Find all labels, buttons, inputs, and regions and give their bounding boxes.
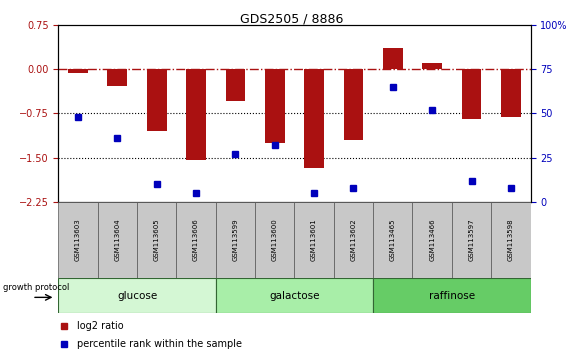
Bar [373, 278, 531, 313]
Text: GSM113603: GSM113603 [75, 218, 81, 261]
Bar [255, 202, 294, 278]
Text: log2 ratio: log2 ratio [77, 320, 124, 331]
Text: GSM113605: GSM113605 [154, 218, 160, 261]
Bar [294, 202, 333, 278]
Text: glucose: glucose [117, 291, 157, 301]
Text: GDS2505 / 8886: GDS2505 / 8886 [240, 12, 343, 25]
Bar [333, 202, 373, 278]
Bar [176, 202, 216, 278]
Bar [107, 69, 127, 86]
Bar [147, 69, 167, 131]
Text: GSM113600: GSM113600 [272, 218, 278, 261]
Bar [373, 202, 412, 278]
Bar [422, 63, 442, 69]
Bar [462, 69, 482, 119]
Bar [186, 69, 206, 160]
Bar [343, 69, 363, 140]
Text: GSM113606: GSM113606 [193, 218, 199, 261]
Text: GSM113466: GSM113466 [429, 218, 435, 261]
Bar [216, 278, 373, 313]
Bar [137, 202, 176, 278]
Bar [412, 202, 452, 278]
Bar [68, 69, 88, 73]
Text: GSM113598: GSM113598 [508, 218, 514, 261]
Bar [491, 202, 531, 278]
Text: growth protocol: growth protocol [3, 283, 69, 292]
Bar [216, 202, 255, 278]
Text: GSM113465: GSM113465 [390, 218, 396, 261]
Text: galactose: galactose [269, 291, 319, 301]
Bar [58, 278, 216, 313]
Text: GSM113602: GSM113602 [350, 218, 356, 261]
Text: GSM113597: GSM113597 [469, 218, 475, 261]
Text: percentile rank within the sample: percentile rank within the sample [77, 339, 242, 349]
Text: GSM113599: GSM113599 [233, 218, 238, 261]
Text: GSM113604: GSM113604 [114, 218, 120, 261]
Bar [265, 69, 285, 143]
Bar [304, 69, 324, 168]
Bar [452, 202, 491, 278]
Text: raffinose: raffinose [429, 291, 475, 301]
Bar [501, 69, 521, 118]
Bar [383, 48, 403, 69]
Bar [226, 69, 245, 102]
Bar [58, 202, 97, 278]
Bar [97, 202, 137, 278]
Text: GSM113601: GSM113601 [311, 218, 317, 261]
